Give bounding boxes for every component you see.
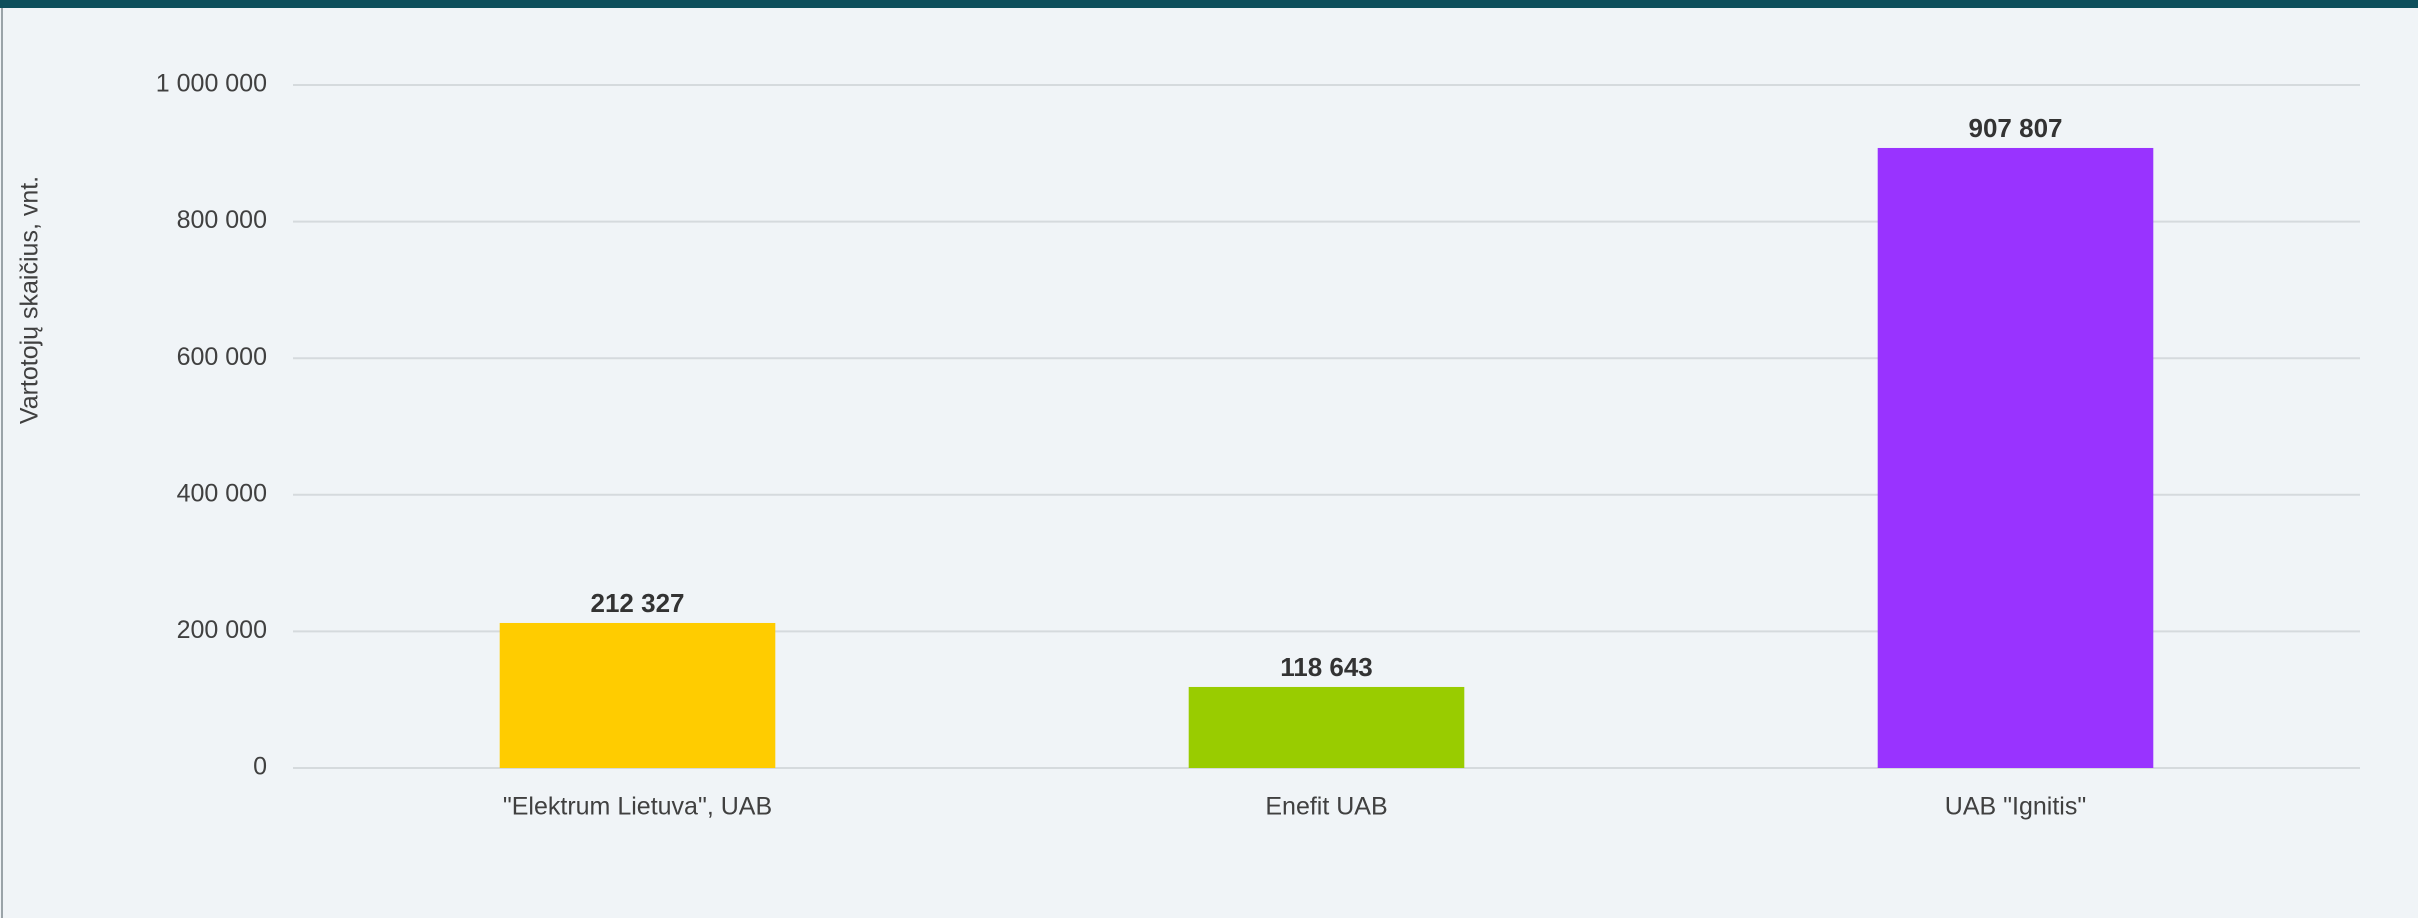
y-tick-label: 600 000 bbox=[177, 343, 267, 371]
y-tick-label: 800 000 bbox=[177, 206, 267, 234]
x-tick-label: Enefit UAB bbox=[1265, 793, 1387, 821]
y-axis-title: Vartotojų skaičius, vnt. bbox=[16, 176, 44, 424]
bar bbox=[499, 622, 776, 768]
x-tick-label: "Elektrum Lietuva", UAB bbox=[503, 793, 772, 821]
y-tick-label: 0 bbox=[253, 753, 267, 781]
bar bbox=[1188, 686, 1465, 768]
y-tick-label: 400 000 bbox=[177, 479, 267, 507]
y-tick-label: 1 000 000 bbox=[156, 70, 267, 98]
value-label: 907 807 bbox=[1969, 113, 2063, 143]
y-tick-label: 200 000 bbox=[177, 616, 267, 644]
top-bar bbox=[0, 0, 2418, 8]
value-label: 118 643 bbox=[1280, 652, 1373, 682]
value-label: 212 327 bbox=[591, 588, 685, 618]
bar bbox=[1877, 147, 2154, 768]
x-tick-label: UAB "Ignitis" bbox=[1945, 793, 2086, 821]
